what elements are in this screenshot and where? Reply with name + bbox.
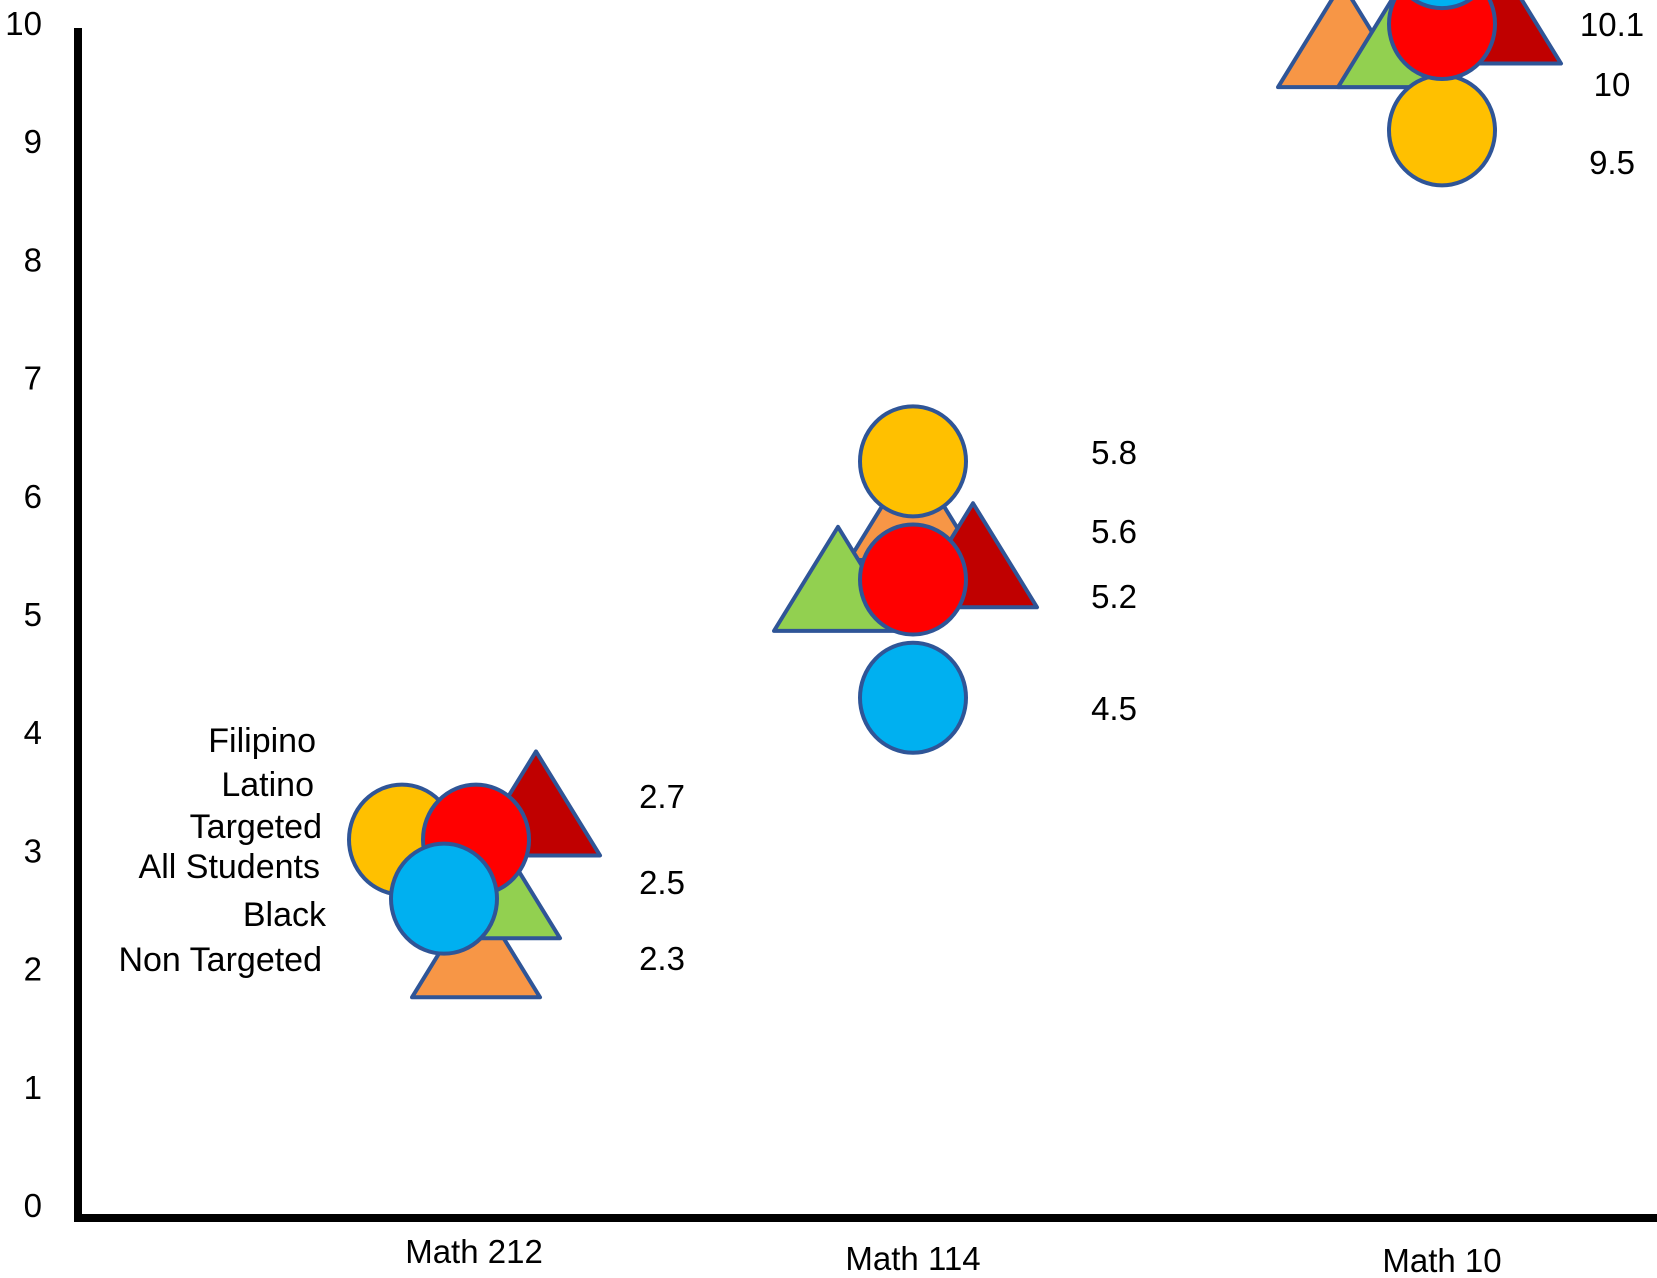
value-label: 10.1 bbox=[1580, 6, 1644, 43]
y-tick-label: 3 bbox=[24, 832, 42, 869]
x-category-label: Math 10 bbox=[1382, 1242, 1501, 1278]
y-tick-label: 6 bbox=[24, 478, 42, 515]
y-tick-label: 9 bbox=[24, 123, 42, 160]
y-tick-label: 2 bbox=[24, 951, 42, 988]
y-tick-label: 0 bbox=[24, 1187, 42, 1224]
filipino-marker bbox=[1387, 73, 1497, 188]
y-tick-label: 10 bbox=[5, 5, 42, 42]
y-tick-label: 8 bbox=[24, 241, 42, 278]
black-marker bbox=[389, 841, 499, 956]
legend-entry: Non Targeted bbox=[118, 941, 322, 979]
legend-entry: Latino bbox=[221, 766, 314, 804]
value-label: 9.5 bbox=[1589, 144, 1635, 181]
black-marker bbox=[858, 640, 968, 755]
legend-entry: All Students bbox=[139, 848, 320, 886]
value-label: 2.3 bbox=[639, 940, 685, 977]
x-category-label: Math 212 bbox=[405, 1233, 543, 1270]
legend-entry: Black bbox=[243, 896, 327, 934]
value-label: 5.2 bbox=[1091, 578, 1137, 615]
latino-marker bbox=[1387, 0, 1497, 81]
black-marker bbox=[1410, 0, 1474, 11]
value-label: 4.5 bbox=[1091, 690, 1137, 727]
latino-marker bbox=[858, 522, 968, 637]
legend-entry: Filipino bbox=[208, 722, 316, 760]
filipino-marker bbox=[858, 404, 968, 519]
y-tick-label: 1 bbox=[24, 1069, 42, 1106]
value-label: 5.6 bbox=[1091, 513, 1137, 550]
legend-entry: Targeted bbox=[190, 808, 322, 846]
y-tick-label: 4 bbox=[24, 714, 42, 751]
value-label: 5.8 bbox=[1091, 434, 1137, 471]
y-tick-label: 7 bbox=[24, 360, 42, 397]
value-label: 2.5 bbox=[639, 864, 685, 901]
x-category-label: Math 114 bbox=[845, 1240, 980, 1277]
y-tick-label: 5 bbox=[24, 596, 42, 633]
value-label: 2.7 bbox=[639, 778, 685, 815]
value-label: 10 bbox=[1594, 66, 1631, 103]
